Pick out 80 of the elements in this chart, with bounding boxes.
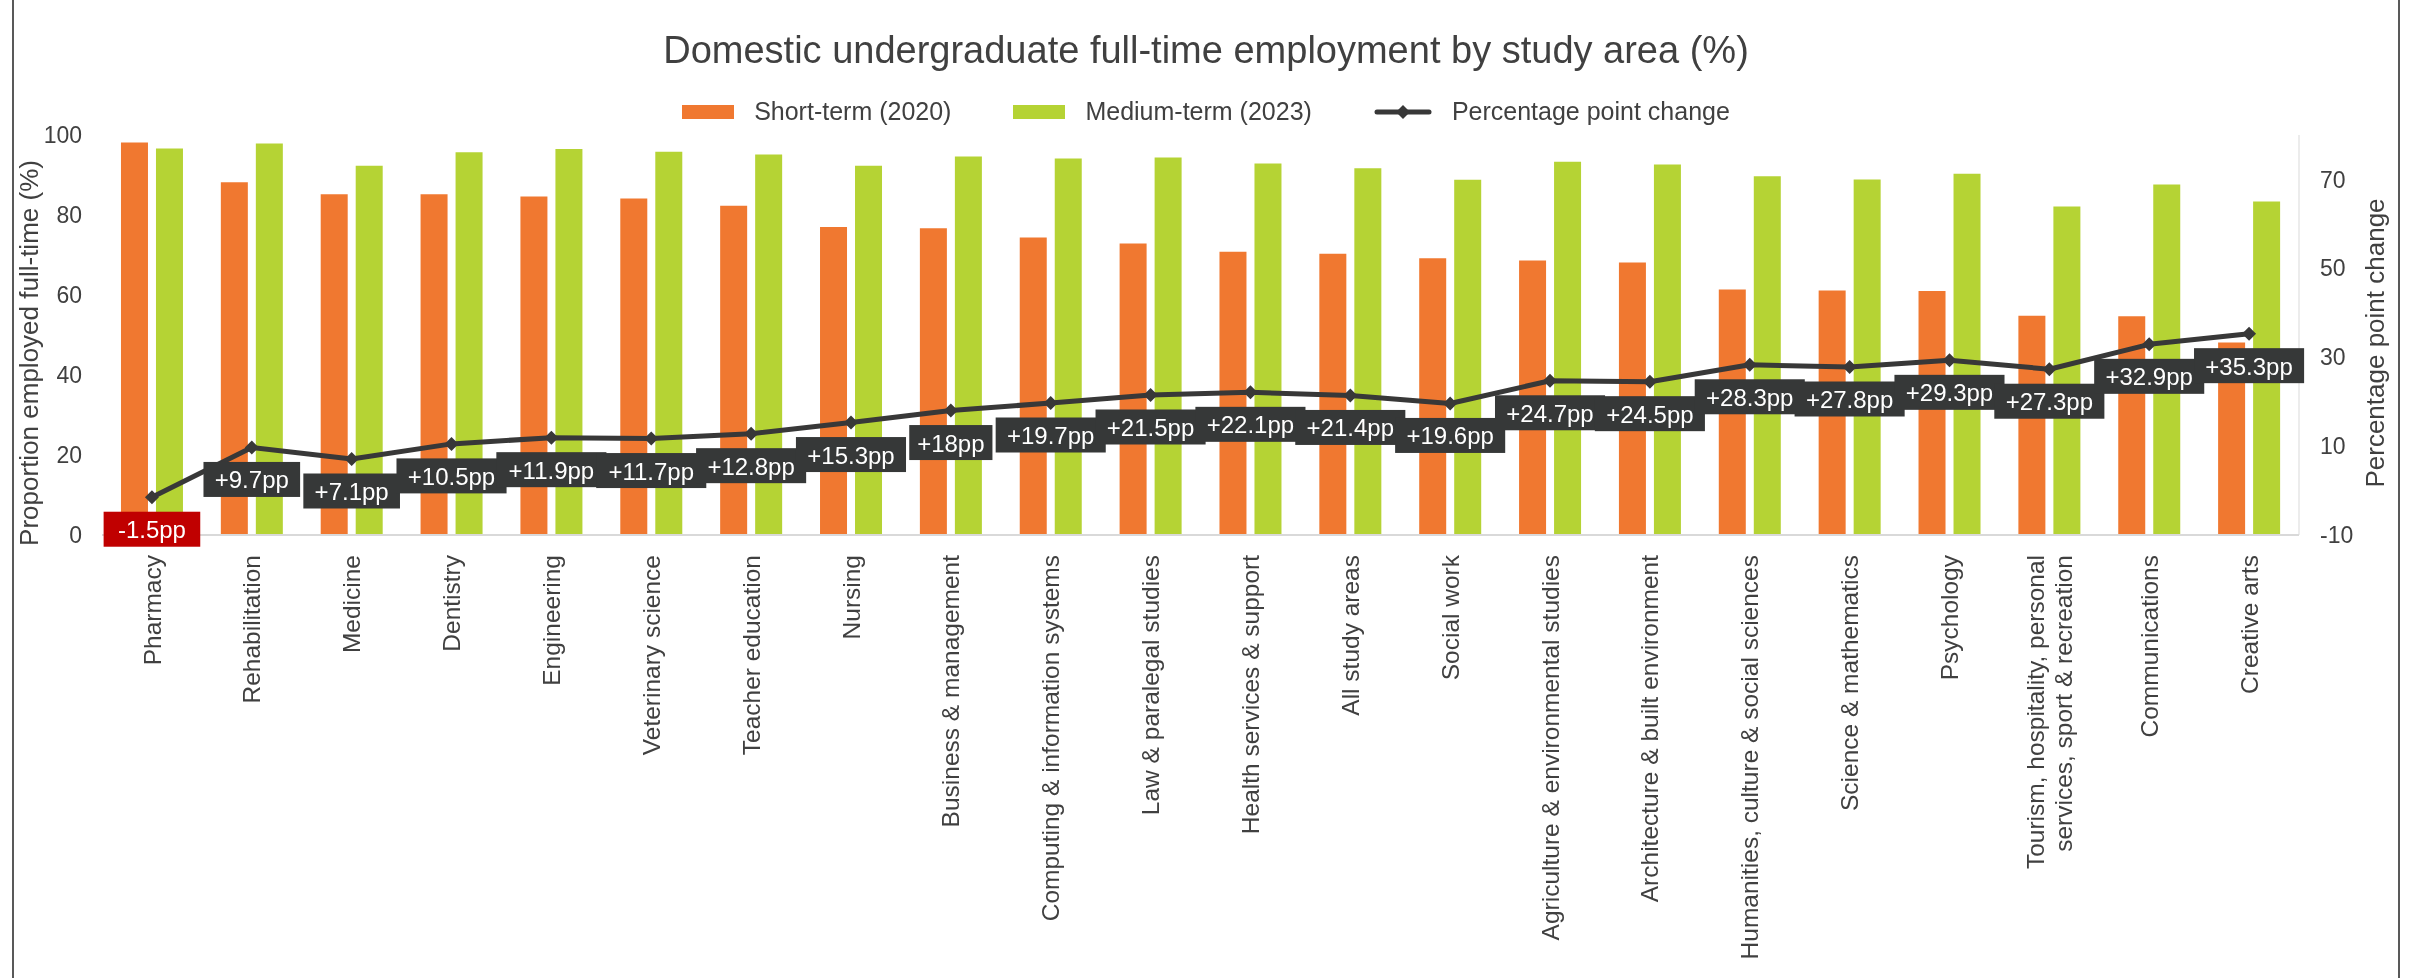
- point: [1443, 396, 1458, 411]
- data-label: +10.5pp: [407, 462, 496, 490]
- x-tick-label: Creative arts: [2235, 555, 2263, 694]
- x-tick-label: Engineering: [537, 555, 565, 686]
- point: [2242, 326, 2257, 341]
- point: [444, 436, 459, 451]
- x-tick-label: Nursing: [837, 555, 865, 640]
- data-label: +32.9pp: [2105, 362, 2193, 390]
- data-label: +12.8pp: [707, 452, 795, 480]
- x-tick-label: All study areas: [1336, 555, 1364, 716]
- y2-tick-label: 10: [2320, 433, 2346, 460]
- y2-tick-label: 30: [2320, 344, 2346, 371]
- x-tick-label: Communications: [2135, 555, 2163, 738]
- point: [544, 430, 559, 445]
- point: [1143, 388, 1158, 402]
- point: [244, 440, 259, 455]
- x-tick-label: Pharmacy: [138, 554, 166, 666]
- data-label: +18pp: [917, 429, 985, 457]
- data-label: +19.6pp: [1406, 421, 1494, 449]
- point: [344, 452, 359, 466]
- data-label: -1.5pp: [117, 515, 186, 543]
- data-label: +35.3pp: [2205, 352, 2293, 380]
- x-tick-label: Agriculture & environmental studies: [1536, 555, 1564, 941]
- y2-tick-label: 70: [2320, 166, 2346, 193]
- y-tick-label: 100: [43, 122, 82, 149]
- x-tick-label: Social work: [1436, 554, 1464, 681]
- x-tick-label: Law & paralegal studies: [1137, 555, 1165, 816]
- data-label: +29.3pp: [1905, 378, 1994, 406]
- y-tick-label: 60: [56, 282, 82, 309]
- x-tick-label: Rehabilitation: [238, 555, 266, 704]
- data-label: +19.7pp: [1006, 421, 1095, 449]
- data-label: +21.5pp: [1106, 413, 1195, 441]
- y2-axis-title: Percentage point change: [2360, 198, 2390, 488]
- data-label: +9.7pp: [214, 465, 289, 493]
- x-tick-label: Medicine: [338, 555, 366, 654]
- x-tick-label: Dentistry: [438, 554, 466, 652]
- data-label: +21.4pp: [1306, 413, 1395, 441]
- point: [1842, 360, 1857, 374]
- legend-label: Short-term (2020): [754, 97, 952, 126]
- legend-label: Percentage point change: [1451, 97, 1730, 126]
- point: [1942, 353, 1957, 368]
- x-tick-label: Psychology: [1936, 554, 1964, 681]
- point: [843, 415, 858, 430]
- x-tick-label: Tourism, hospitality, personal services, sport & recreation: [2021, 555, 2077, 870]
- point: [644, 431, 659, 446]
- x-tick-label: Science & mathematics: [1836, 555, 1864, 811]
- point: [1742, 357, 1757, 372]
- point: [943, 403, 958, 418]
- data-label: +24.7pp: [1506, 399, 1594, 427]
- x-tick-label: Teacher education: [737, 555, 765, 756]
- x-tick-label: Architecture & built environment: [1636, 554, 1664, 903]
- point: [2142, 337, 2157, 352]
- x-tick-label: Health services & support: [1237, 554, 1265, 835]
- data-label: +11.7pp: [608, 457, 695, 485]
- x-tick-label: Humanities, culture & social sciences: [1736, 555, 1764, 960]
- y-tick-label: 40: [56, 362, 82, 389]
- y2-tick-label: -10: [2320, 522, 2354, 549]
- y-tick-label: 80: [56, 202, 82, 229]
- point: [744, 426, 759, 441]
- data-label: +27.8pp: [1805, 385, 1894, 413]
- data-label: +24.5pp: [1606, 400, 1694, 428]
- point: [1343, 388, 1358, 403]
- y-tick-label: 0: [69, 522, 82, 549]
- point: [144, 490, 159, 505]
- data-label: +11.9pp: [508, 456, 595, 484]
- x-tick-label: Veterinary science: [637, 555, 665, 756]
- data-label: +7.1pp: [314, 477, 389, 505]
- x-tick-label: Business & management: [937, 554, 965, 828]
- legend-label: Medium-term (2023): [1085, 97, 1312, 126]
- point: [1043, 396, 1058, 410]
- data-label: +15.3pp: [807, 441, 895, 469]
- y-axis-title: Proportion employed full-time (%): [14, 160, 44, 546]
- data-label: +28.3pp: [1706, 383, 1794, 411]
- y2-tick-label: 50: [2320, 255, 2346, 282]
- y-tick-label: 20: [56, 442, 82, 469]
- data-label: +27.3pp: [2005, 387, 2094, 415]
- point: [2042, 362, 2057, 377]
- chart-title: Domestic undergraduate full-time employment by study area (%): [662, 28, 1750, 72]
- x-tick-label: Computing & information systems: [1037, 555, 1065, 922]
- data-label: +22.1pp: [1206, 410, 1295, 438]
